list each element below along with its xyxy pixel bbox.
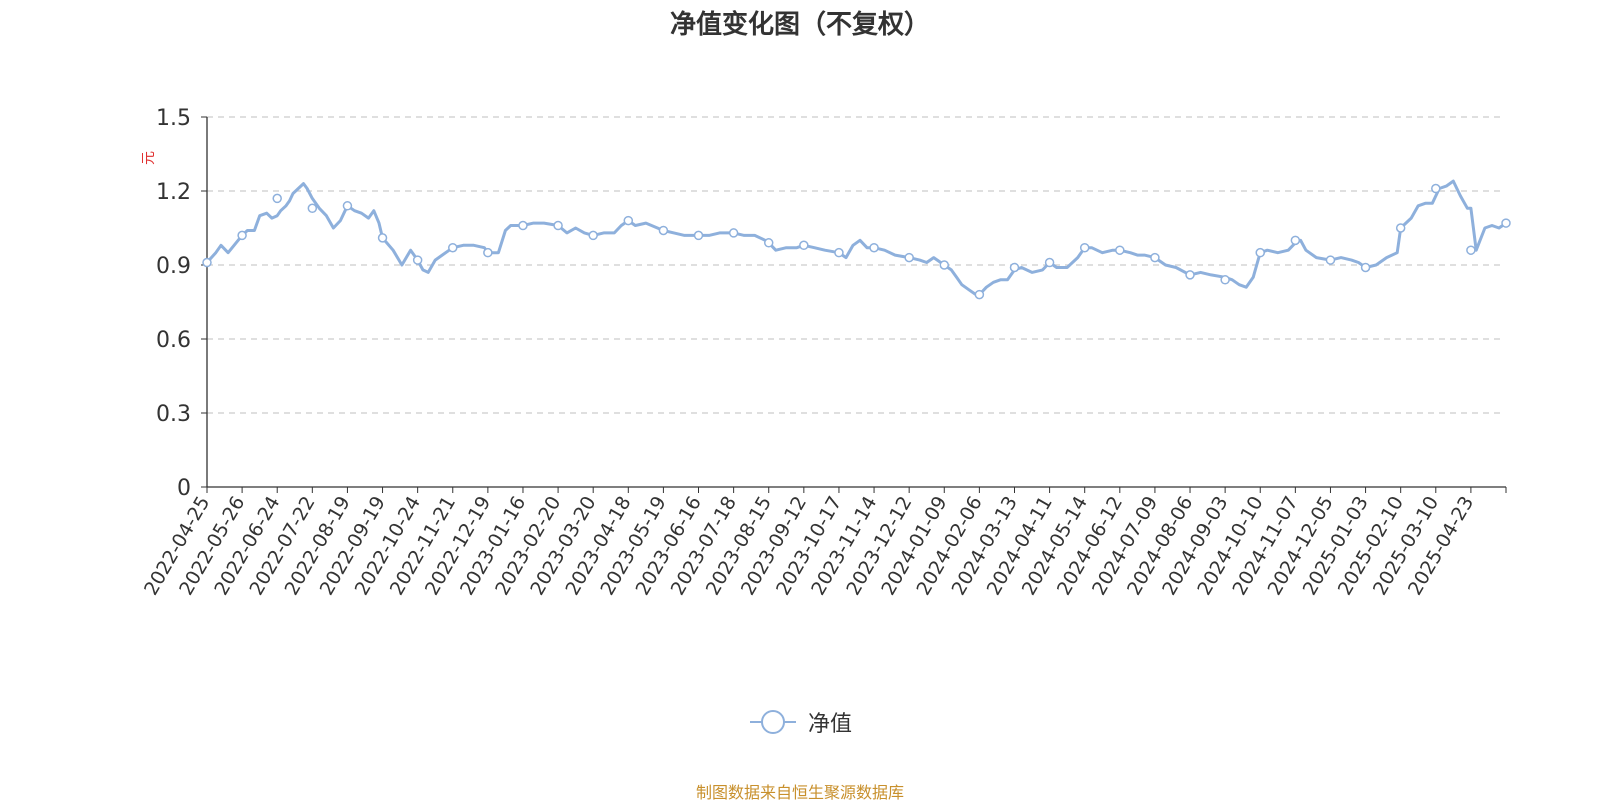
data-point[interactable] <box>412 255 423 265</box>
data-point[interactable] <box>658 225 669 236</box>
data-point[interactable] <box>1115 245 1125 255</box>
data-point[interactable] <box>728 228 739 238</box>
data-point[interactable] <box>483 247 493 258</box>
data-point[interactable] <box>623 215 634 226</box>
series-line-nav <box>205 179 1508 297</box>
data-point[interactable] <box>272 193 282 204</box>
data-point[interactable] <box>307 203 318 214</box>
axes: 00.30.60.91.21.52022-04-252022-05-262022… <box>140 106 1507 599</box>
data-point[interactable] <box>1325 255 1336 265</box>
data-point[interactable] <box>1431 183 1441 194</box>
y-tick-label-4: 1.2 <box>156 180 191 205</box>
data-point[interactable] <box>693 230 704 241</box>
data-point[interactable] <box>1079 242 1090 253</box>
data-point[interactable] <box>553 220 563 231</box>
data-point[interactable] <box>904 252 914 263</box>
data-point[interactable] <box>974 289 985 300</box>
chart-title: 净值变化图（不复权） <box>669 10 930 40</box>
data-point[interactable] <box>1220 275 1230 285</box>
data-point[interactable] <box>869 242 879 253</box>
data-point[interactable] <box>1501 218 1511 228</box>
data-point[interactable] <box>939 260 950 270</box>
data-point[interactable] <box>763 238 774 248</box>
data-point[interactable] <box>1466 245 1476 255</box>
legend[interactable]: 净值 <box>0 706 1600 738</box>
data-point[interactable] <box>1044 257 1055 268</box>
legend-line-marker-icon <box>749 710 796 734</box>
source-note: 制图数据来自恒生聚源数据库 <box>695 783 904 802</box>
data-point[interactable] <box>448 242 458 253</box>
data-point[interactable] <box>799 240 809 251</box>
data-point[interactable] <box>1009 262 1020 273</box>
data-point[interactable] <box>237 230 247 241</box>
data-point[interactable] <box>1290 235 1301 246</box>
data-point[interactable] <box>377 233 388 243</box>
data-point[interactable] <box>1150 252 1160 263</box>
y-tick-label-0: 0 <box>177 476 191 501</box>
marker-layer <box>202 183 1511 300</box>
data-point[interactable] <box>1360 262 1371 273</box>
y-tick-label-5: 1.5 <box>156 106 191 131</box>
y-tick-label-1: 0.3 <box>156 402 191 427</box>
legend-label: 净值 <box>807 712 852 737</box>
data-point[interactable] <box>1395 223 1406 233</box>
data-point[interactable] <box>1185 270 1195 280</box>
data-point[interactable] <box>1255 247 1265 258</box>
y-axis-label: 元 <box>141 151 157 165</box>
data-point[interactable] <box>834 247 844 258</box>
data-point[interactable] <box>342 201 353 211</box>
y-tick-label-2: 0.6 <box>156 328 191 353</box>
series-layer <box>205 179 1508 297</box>
data-point[interactable] <box>518 220 528 231</box>
data-point[interactable] <box>588 230 598 241</box>
data-point[interactable] <box>202 257 212 268</box>
y-tick-label-3: 0.9 <box>156 254 191 279</box>
